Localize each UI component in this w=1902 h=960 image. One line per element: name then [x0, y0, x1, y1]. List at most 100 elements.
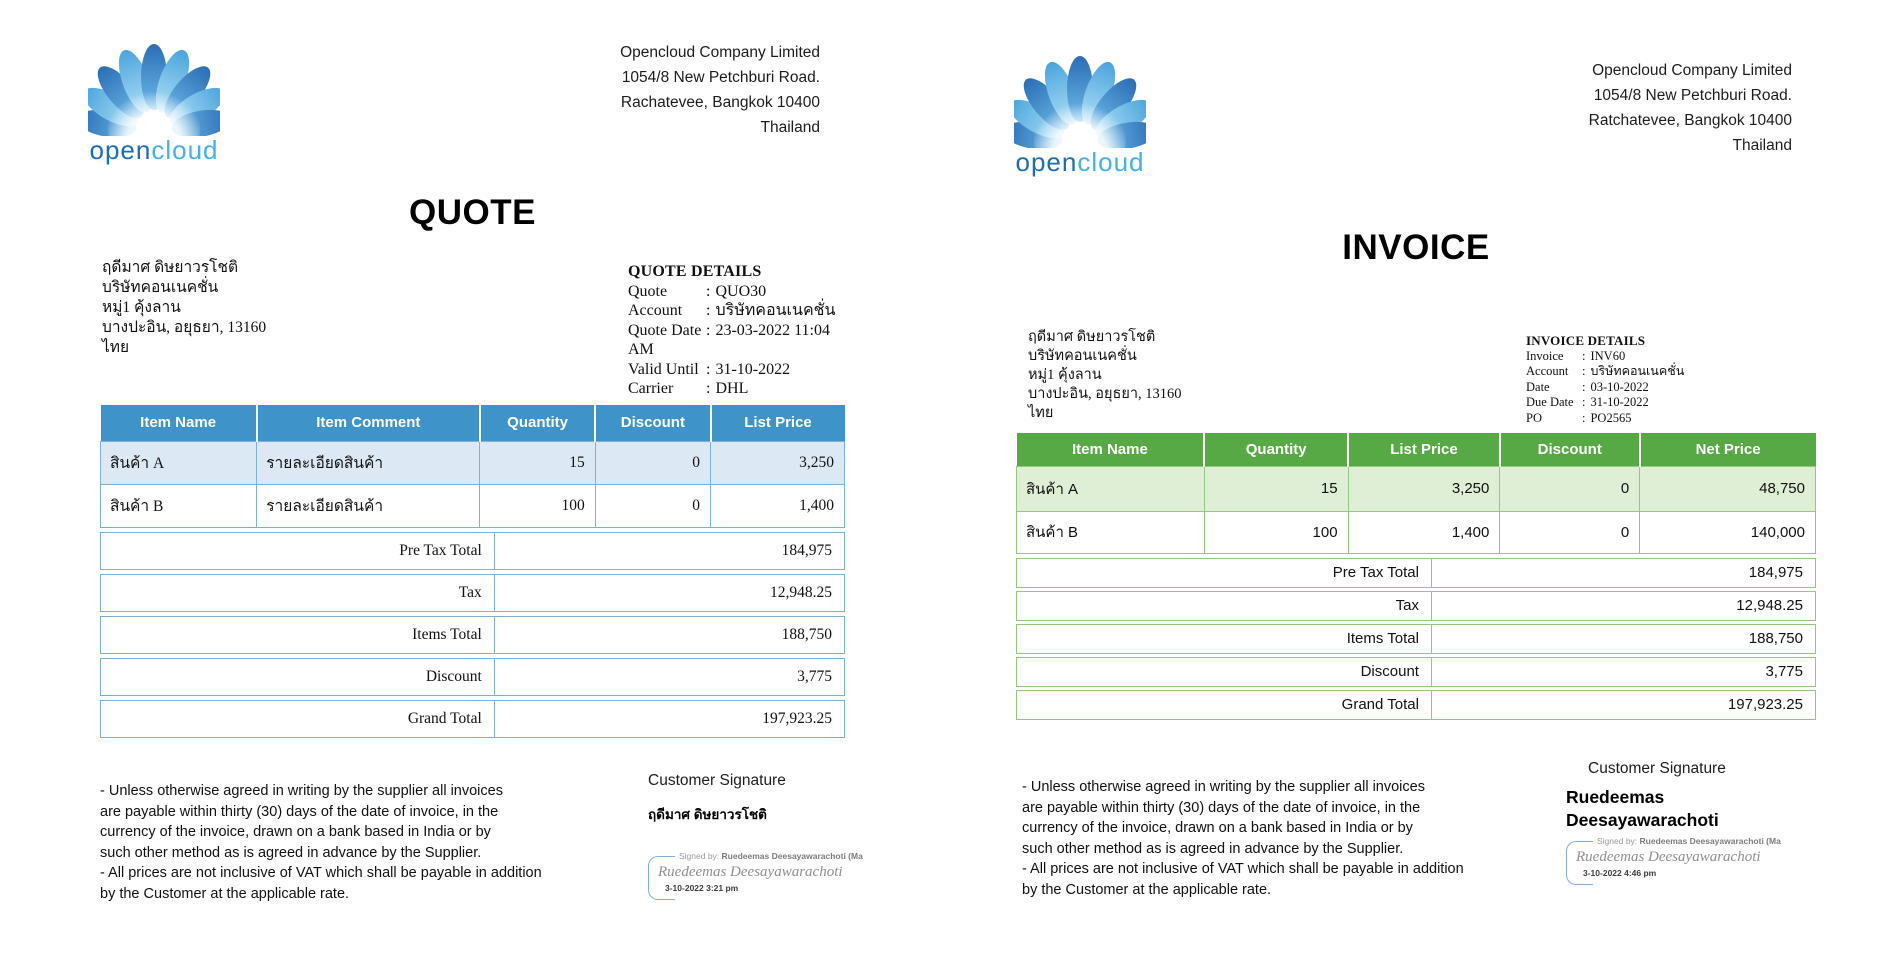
- table-row: สินค้า B รายละเอียดสินค้า 100 0 1,400: [99, 483, 845, 528]
- detail-row: Account: บริษัทคอนเนคชั่น: [1526, 364, 1685, 378]
- item-cell: 100: [479, 483, 596, 528]
- detail-label: Account: [628, 302, 683, 319]
- total-value: 197,923.25: [1727, 696, 1803, 713]
- item-cell: 15: [1203, 465, 1349, 512]
- opencloud-logo: opencloud: [77, 40, 231, 174]
- detail-value: 31-10-2022: [715, 360, 791, 378]
- item-cell: สินค้า A: [1016, 465, 1205, 512]
- item-cell: 3,250: [1347, 465, 1501, 512]
- item-cell: รายละเอียดสินค้า: [256, 483, 481, 528]
- item-cell: 0: [594, 483, 712, 528]
- detail-label: Quote Date: [628, 321, 702, 339]
- terms-text: - Unless otherwise agreed in writing by …: [1022, 777, 1502, 900]
- item-cell: รายละเอียดสินค้า: [256, 440, 481, 485]
- detail-value: DHL: [715, 380, 749, 397]
- total-row: Discount 3,775: [1016, 656, 1816, 687]
- total-row: Grand Total 197,923.25: [100, 699, 845, 738]
- detail-row: Account: บริษัทคอนเนคชั่น: [628, 302, 836, 319]
- detail-label: PO: [1526, 410, 1542, 425]
- detail-row: Carrier: DHL: [628, 380, 749, 397]
- terms-line: by the Customer at the applicable rate.: [100, 885, 350, 902]
- header-cell: Net Price: [1639, 433, 1816, 466]
- terms-line: such other method as is agreed in advanc…: [100, 844, 482, 861]
- terms-line: - Unless otherwise agreed in writing by …: [100, 783, 503, 799]
- item-cell: 15: [479, 440, 596, 485]
- logo-petals-icon: [77, 44, 231, 174]
- total-label: Items Total: [101, 616, 495, 653]
- total-label: Pre Tax Total: [1017, 558, 1432, 587]
- header-cell: Item Name: [1016, 433, 1206, 466]
- total-row: Pre Tax Total 184,975: [1016, 557, 1816, 588]
- logo-wordmark: opencloud: [89, 135, 219, 165]
- detail-label: Account: [1526, 364, 1569, 378]
- detail-row: Invoice: INV60: [1526, 348, 1626, 363]
- document-title: INVOICE: [1342, 228, 1490, 267]
- total-label: Tax: [1017, 591, 1432, 620]
- terms-line: are payable within thirty (30) days of t…: [1022, 799, 1421, 816]
- detail-row: PO: PO2565: [1526, 410, 1632, 425]
- company-address-line: Thailand: [1732, 137, 1792, 154]
- detail-value: บริษัทคอนเนคชั่น: [1590, 364, 1685, 378]
- customer-address: ฤดีมาศ ดิษยาวรโชติ บริษัทคอนเนคชั่น หมู่…: [102, 258, 402, 358]
- document-title: QUOTE: [409, 193, 536, 232]
- header-cell: List Price: [1348, 433, 1501, 466]
- detail-row: Valid Until:31-10-2022: [628, 360, 791, 378]
- total-value: 197,923.25: [762, 709, 832, 727]
- total-value: 3,775: [1765, 663, 1803, 680]
- detail-value: INV60: [1590, 348, 1626, 363]
- header-cell: Discount: [1499, 433, 1641, 466]
- terms-text: - Unless otherwise agreed in writing by …: [100, 781, 575, 904]
- customer-address-line: หมู่1 คุ้งลาน: [102, 299, 181, 316]
- quote-details-heading: QUOTE DETAILS: [628, 263, 762, 280]
- item-cell: 100: [1203, 510, 1349, 554]
- total-value: 184,975: [781, 541, 832, 559]
- item-cell: 1,400: [1347, 510, 1501, 554]
- detail-row: Due Date:31-10-2022: [1526, 395, 1649, 409]
- detail-label: Date: [1526, 379, 1550, 394]
- item-cell: สินค้า A: [99, 440, 258, 485]
- customer-address-line: บริษัทคอนเนคชั่น: [1028, 348, 1137, 364]
- signature-name: ฤดีมาศ ดิษยาวรโชติ: [648, 807, 767, 822]
- detail-value: PO2565: [1590, 410, 1632, 425]
- item-cell: 0: [1499, 510, 1641, 554]
- signed-by-text: Signed by: Ruedeemas Deesayawarachoti (M…: [679, 851, 863, 861]
- customer-address-line: หมู่1 คุ้งลาน: [1028, 367, 1102, 383]
- detail-label: Quote: [628, 282, 668, 300]
- terms-line: - Unless otherwise agreed in writing by …: [1022, 779, 1425, 795]
- total-row: Grand Total 197,923.25: [1016, 689, 1816, 720]
- item-cell: 0: [594, 440, 712, 485]
- total-value: 12,948.25: [1736, 597, 1803, 614]
- header-cell: Item Name: [100, 405, 258, 441]
- total-label: Discount: [1017, 657, 1432, 686]
- table-row: สินค้า A 15 3,250 0 48,750: [1016, 465, 1816, 512]
- terms-line: currency of the invoice, drawn on a bank…: [100, 824, 491, 840]
- signature-name: Ruedeemas Deesayawarachoti: [1566, 787, 1719, 830]
- customer-address-line: ไทย: [102, 339, 130, 356]
- terms-line: by the Customer at the applicable rate.: [1022, 881, 1272, 898]
- signature-date: 3-10-2022 3:21 pm: [665, 883, 739, 893]
- terms-line: such other method as is agreed in advanc…: [1022, 840, 1404, 857]
- total-label: Grand Total: [1017, 690, 1432, 719]
- company-address-line: Rachatevee, Bangkok 10400: [620, 94, 820, 111]
- detail-value: บริษัทคอนเนคชั่น: [715, 302, 836, 319]
- detail-label: Carrier: [628, 380, 674, 397]
- signature-stamp: Signed by: Ruedeemas Deesayawarachoti (M…: [1566, 836, 1801, 885]
- detail-row: Quote: QUO30: [628, 282, 767, 300]
- header-cell: Discount: [595, 405, 712, 441]
- company-address: Opencloud Company Limited 1054/8 New Pet…: [1480, 58, 1792, 158]
- total-row: Discount 3,775: [100, 657, 845, 696]
- signature-date: 3-10-2022 4:46 pm: [1583, 868, 1657, 878]
- item-cell: สินค้า B: [1016, 510, 1205, 554]
- detail-label: Invoice: [1526, 348, 1564, 363]
- terms-line: - All prices are not inclusive of VAT wh…: [1022, 861, 1464, 877]
- total-row: Tax 12,948.25: [100, 573, 845, 612]
- company-address-line: Ratchatevee, Bangkok 10400: [1588, 112, 1792, 129]
- invoice-details: INVOICE DETAILS Invoice: INV60 Account: บร…: [1526, 333, 1794, 426]
- invoice-details-heading: INVOICE DETAILS: [1526, 333, 1646, 348]
- item-cell: 1,400: [710, 483, 845, 528]
- total-value: 188,750: [781, 625, 832, 643]
- signed-by-text: Signed by: Ruedeemas Deesayawarachoti (M…: [1597, 836, 1781, 846]
- detail-label: Due Date: [1526, 395, 1574, 409]
- customer-address-line: ฤดีมาศ ดิษยาวรโชติ: [1028, 329, 1156, 345]
- customer-address-line: บางปะอิน, อยุธยา, 13160: [1028, 386, 1182, 402]
